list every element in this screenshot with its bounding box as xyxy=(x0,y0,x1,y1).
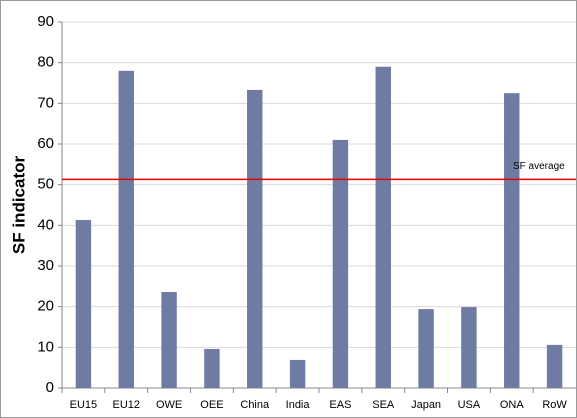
bar xyxy=(204,348,220,388)
x-tick-label: Japan xyxy=(411,399,441,411)
x-tick-label: USA xyxy=(458,399,481,411)
x-tick-label: OEE xyxy=(200,399,223,411)
y-tick-label: 40 xyxy=(37,216,54,233)
bar xyxy=(289,359,306,388)
bar xyxy=(332,139,349,388)
bar xyxy=(75,220,92,388)
bar xyxy=(118,70,134,389)
bar xyxy=(546,344,563,388)
y-tick-label: 90 xyxy=(37,13,54,30)
y-tick-label: 60 xyxy=(37,135,54,152)
y-tick-label: 50 xyxy=(37,176,54,193)
y-tick-label: 0 xyxy=(46,379,54,396)
y-tick-label: 30 xyxy=(37,257,54,274)
bar xyxy=(161,292,177,388)
x-tick-label: China xyxy=(240,399,270,411)
x-tick-label: OWE xyxy=(156,399,182,411)
bar xyxy=(461,307,477,388)
bar xyxy=(418,309,434,388)
y-tick-label: 20 xyxy=(37,298,54,315)
y-tick-label: 80 xyxy=(37,54,54,71)
x-tick-label: RoW xyxy=(542,399,567,411)
y-tick-label: 70 xyxy=(37,94,54,111)
bar xyxy=(504,93,520,389)
x-tick-label: India xyxy=(286,399,311,411)
x-tick-label: SEA xyxy=(372,399,395,411)
x-tick-label: EAS xyxy=(329,399,351,411)
y-axis-title: SF indicator xyxy=(9,156,28,255)
x-tick-label: EU15 xyxy=(70,399,98,411)
x-tick-label: EU12 xyxy=(112,399,140,411)
bar xyxy=(247,89,263,388)
reference-label: SF average xyxy=(513,161,565,172)
x-tick-label: ONA xyxy=(500,399,525,411)
bar xyxy=(375,66,391,388)
y-tick-label: 10 xyxy=(37,338,54,355)
